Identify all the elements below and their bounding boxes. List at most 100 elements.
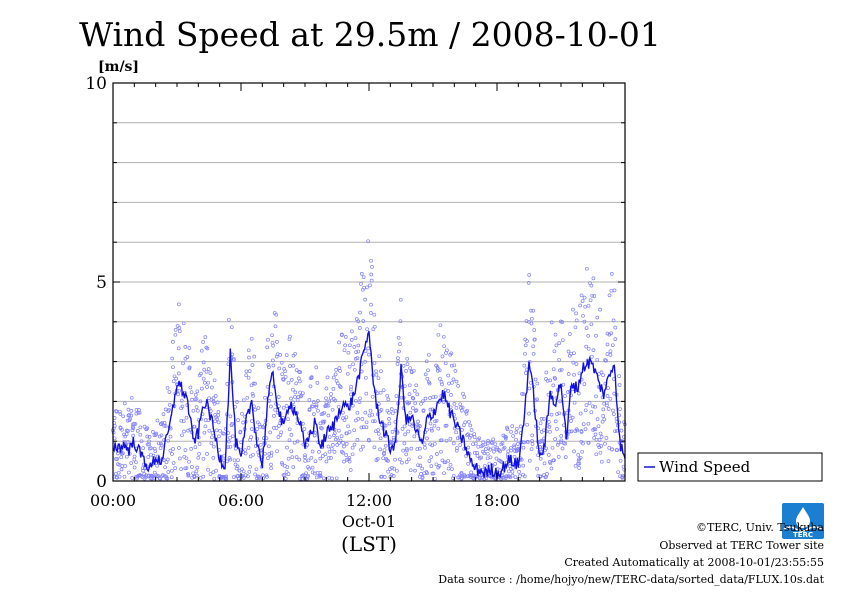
data-point (185, 355, 190, 359)
data-point (194, 469, 199, 474)
data-point (348, 387, 353, 392)
data-point (438, 323, 443, 328)
data-point (444, 423, 449, 428)
data-point (415, 392, 420, 397)
data-point (475, 451, 479, 455)
data-point (368, 408, 373, 413)
data-point (243, 448, 247, 453)
data-point (318, 474, 323, 478)
data-point (504, 435, 508, 440)
data-point (193, 393, 198, 397)
data-point (295, 439, 300, 444)
data-point (532, 337, 537, 342)
data-point (538, 474, 543, 479)
data-point (535, 397, 539, 402)
data-point (297, 457, 302, 462)
data-point (573, 463, 578, 468)
data-point (366, 239, 370, 244)
data-point (350, 445, 355, 450)
data-point (188, 385, 193, 390)
data-point (523, 343, 528, 348)
data-point (573, 325, 578, 330)
data-point (583, 427, 588, 431)
data-point (370, 265, 374, 269)
data-point (257, 422, 262, 427)
data-point (247, 369, 252, 373)
data-point (211, 456, 216, 460)
data-point (234, 466, 239, 471)
data-point (558, 399, 562, 404)
data-point (460, 428, 464, 432)
data-point (163, 424, 168, 428)
data-point (211, 396, 216, 400)
data-point (289, 433, 294, 437)
data-point (563, 455, 568, 459)
data-point (595, 417, 600, 421)
data-point (594, 394, 598, 399)
data-point (310, 465, 315, 470)
data-point (123, 464, 127, 468)
data-point (145, 442, 150, 447)
data-point (369, 278, 374, 283)
data-point (558, 368, 562, 373)
data-point (177, 456, 182, 461)
data-point (181, 321, 186, 326)
data-point (207, 428, 212, 433)
data-point (250, 391, 255, 396)
data-point (538, 421, 543, 426)
data-point (435, 364, 440, 369)
data-point (592, 436, 596, 440)
data-point (413, 468, 417, 473)
data-point (344, 415, 349, 420)
data-point (406, 429, 410, 434)
data-point (176, 371, 181, 376)
data-point (408, 366, 412, 371)
data-point (253, 407, 258, 412)
data-point (283, 369, 288, 374)
data-point (378, 390, 383, 395)
data-point (376, 428, 380, 432)
data-point (372, 419, 377, 424)
data-point (333, 398, 338, 403)
data-point (287, 427, 292, 432)
data-point (181, 419, 186, 424)
data-point (381, 388, 386, 393)
data-point (184, 466, 189, 470)
data-point (425, 471, 429, 475)
data-point (361, 319, 366, 323)
data-point (215, 400, 220, 405)
data-point (402, 424, 407, 429)
wind-speed-line (112, 330, 626, 480)
data-point (300, 391, 305, 396)
data-point (224, 474, 228, 479)
data-point (241, 469, 246, 474)
data-point (310, 449, 315, 454)
data-point (357, 400, 362, 404)
data-point (605, 352, 610, 356)
data-point (201, 376, 206, 381)
data-point (446, 373, 451, 378)
data-point (410, 396, 415, 400)
data-point (411, 396, 416, 401)
data-point (577, 461, 582, 466)
data-point (615, 448, 620, 452)
data-point (488, 447, 492, 452)
data-point (244, 373, 249, 378)
data-point (356, 319, 361, 324)
footer-observed: Observed at TERC Tower site (659, 539, 824, 552)
data-point (559, 438, 564, 443)
data-point (436, 332, 441, 337)
data-point (599, 444, 604, 448)
data-point (522, 440, 526, 445)
data-point (605, 342, 610, 347)
data-point (560, 446, 565, 451)
data-point (211, 444, 216, 449)
terc-logo: TERC (782, 503, 824, 539)
data-point (407, 422, 412, 427)
data-point (212, 378, 217, 383)
data-point (389, 407, 394, 411)
data-point (405, 448, 409, 453)
data-point (525, 439, 530, 444)
data-point (425, 427, 429, 432)
data-point (132, 454, 137, 459)
